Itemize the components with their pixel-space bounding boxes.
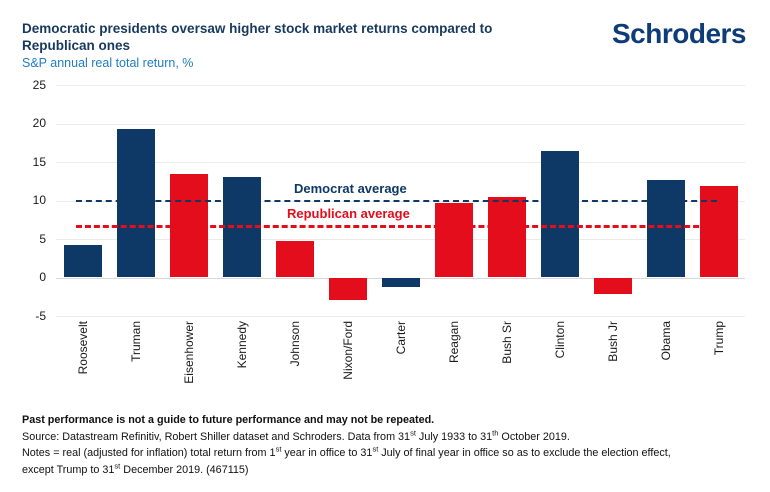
- bar-nixon-ford: [328, 277, 367, 300]
- x-label-text: Kennedy: [234, 321, 249, 369]
- bar-truman: [116, 128, 155, 278]
- republican-average-label: Republican average: [287, 205, 410, 221]
- gridline--5: [56, 316, 745, 317]
- y-tick-0: 0: [39, 270, 46, 284]
- y-tick--5: -5: [35, 308, 46, 323]
- bar-clinton: [540, 151, 579, 278]
- x-label-text: Obama: [658, 321, 673, 361]
- x-label-text: Truman: [128, 321, 143, 362]
- x-label-text: Johnson: [287, 321, 302, 367]
- plot-area: Democrat average Republican average: [56, 85, 745, 317]
- footer-notes: Past performance is not a guide to futur…: [22, 412, 762, 478]
- bar-reagan: [434, 202, 473, 278]
- y-tick-10: 10: [32, 193, 46, 207]
- x-label-nixon-ford: Nixon/Ford: [321, 321, 374, 413]
- x-label-kennedy: Kennedy: [215, 321, 268, 413]
- x-label-text: Bush Sr: [499, 321, 514, 364]
- bar-obama: [646, 180, 685, 278]
- x-label-bush-sr: Bush Sr: [480, 321, 533, 413]
- y-axis: 25 20 15 10 5 0 -5: [0, 78, 46, 323]
- x-label-text: Reagan: [446, 321, 461, 364]
- footer-notes-line2: except Trump to 31st December 2019. (467…: [22, 460, 249, 476]
- y-tick-20: 20: [32, 116, 46, 130]
- chart-subtitle: S&P annual real total return, %: [22, 56, 194, 70]
- x-label-text: Bush Jr: [605, 321, 620, 362]
- bar-johnson: [275, 240, 314, 278]
- bar-roosevelt: [63, 245, 102, 278]
- x-label-text: Carter: [393, 321, 408, 355]
- x-label-johnson: Johnson: [268, 321, 321, 413]
- democrat-average-line: [76, 199, 717, 202]
- x-label-carter: Carter: [374, 321, 427, 413]
- x-label-text: Eisenhower: [181, 321, 196, 384]
- republican-average-line: [76, 224, 717, 228]
- chart-title: Democratic presidents oversaw higher sto…: [22, 21, 493, 53]
- x-label-text: Trump: [711, 321, 726, 356]
- x-label-truman: Truman: [109, 321, 162, 413]
- schroders-logo: Schroders: [612, 18, 747, 49]
- x-label-trump: Trump: [692, 321, 745, 413]
- bar-bush-sr: [487, 196, 526, 278]
- x-label-roosevelt: Roosevelt: [56, 321, 109, 413]
- y-tick-25: 25: [32, 77, 46, 92]
- x-label-eisenhower: Eisenhower: [162, 321, 215, 413]
- x-label-clinton: Clinton: [533, 321, 586, 413]
- x-axis-labels: Roosevelt Truman Eisenhower Kennedy Johnson N…: [56, 321, 745, 413]
- y-tick-15: 15: [32, 154, 46, 169]
- bar-bush-jr: [593, 277, 632, 295]
- x-label-reagan: Reagan: [427, 321, 480, 413]
- footer-disclaimer: Past performance is not a guide to futur…: [22, 414, 435, 426]
- democrat-average-label: Democrat average: [294, 180, 407, 196]
- x-label-bush-jr: Bush Jr: [586, 321, 639, 413]
- gridline-15: [56, 162, 745, 163]
- footer-notes-line1: Notes = real (adjusted for inflation) to…: [22, 444, 671, 459]
- x-label-text: Roosevelt: [75, 321, 90, 375]
- bar-carter: [381, 277, 420, 287]
- footer-source: Source: Datastream Refinitiv, Robert Shi…: [22, 427, 570, 443]
- x-label-text: Nixon/Ford: [340, 321, 355, 380]
- gridline-25: [56, 85, 745, 86]
- x-label-text: Clinton: [552, 321, 567, 359]
- gridline-5: [56, 239, 745, 240]
- gridline-20: [56, 123, 745, 125]
- y-tick-5: 5: [39, 231, 46, 246]
- x-label-obama: Obama: [639, 321, 692, 413]
